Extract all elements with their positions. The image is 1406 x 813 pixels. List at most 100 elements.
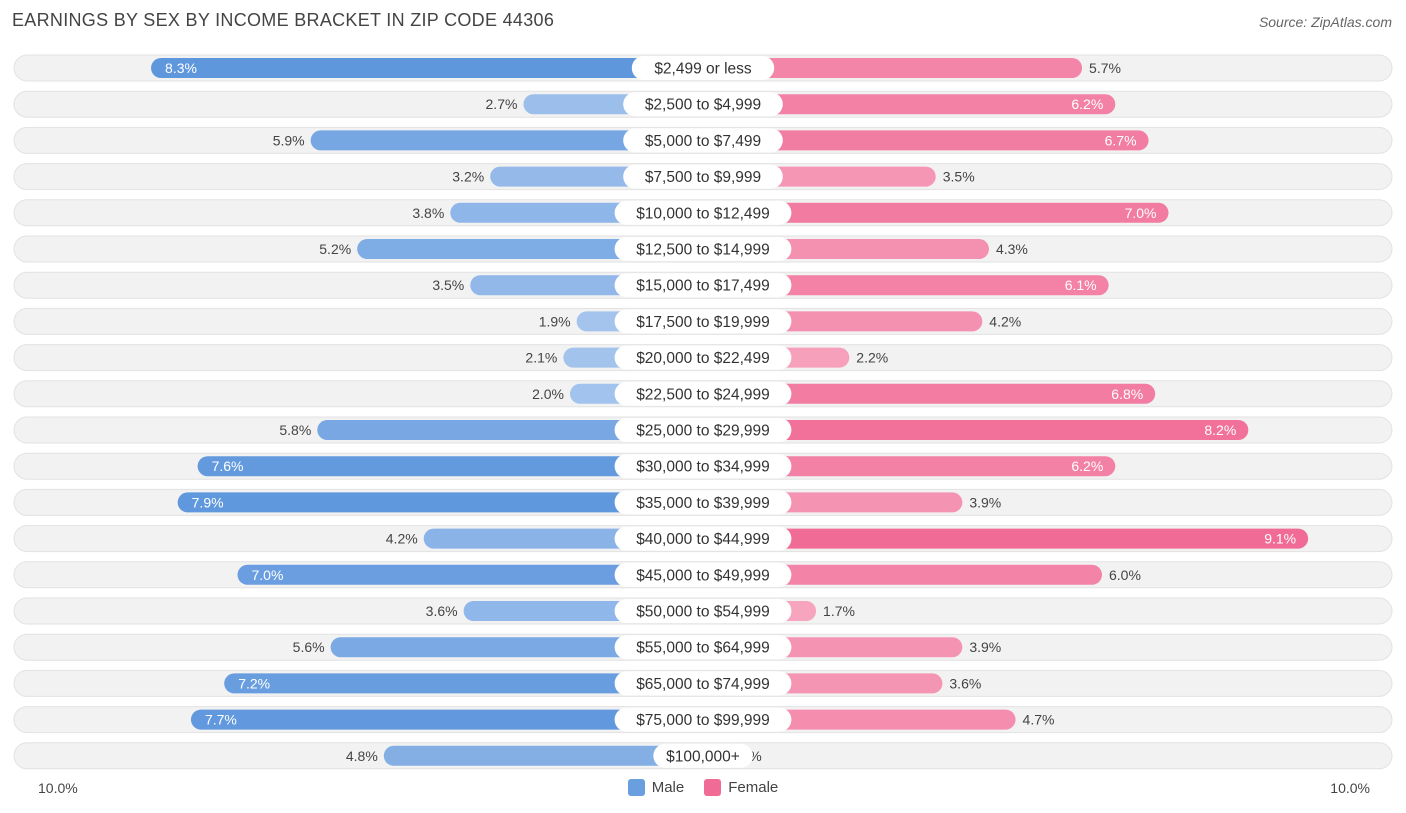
category-label: $20,000 to $22,499 bbox=[636, 350, 770, 367]
category-label: $45,000 to $49,999 bbox=[636, 567, 770, 584]
category-pill bbox=[614, 381, 792, 406]
category-label: $55,000 to $64,999 bbox=[636, 640, 770, 657]
value-label-female: 6.1% bbox=[1065, 277, 1097, 293]
category-pill bbox=[623, 92, 783, 117]
category-pill bbox=[614, 671, 792, 696]
bar-male bbox=[177, 492, 703, 513]
value-label-female: 3.9% bbox=[969, 639, 1001, 655]
category-pill bbox=[614, 418, 792, 442]
category-label: $22,500 to $24,999 bbox=[636, 386, 770, 403]
value-label-female: 4.2% bbox=[989, 313, 1021, 329]
value-label-female: 2.2% bbox=[856, 350, 888, 366]
category-label: $25,000 to $29,999 bbox=[636, 423, 770, 440]
bar-female bbox=[703, 275, 1109, 296]
bar-female bbox=[703, 564, 1102, 585]
legend: Male Female bbox=[0, 779, 1406, 796]
legend-item-male[interactable]: Male bbox=[627, 779, 685, 796]
category-pill bbox=[614, 454, 792, 479]
category-label: $12,500 to $14,999 bbox=[636, 242, 770, 259]
category-label: $15,000 to $17,499 bbox=[636, 278, 770, 295]
category-pill bbox=[614, 345, 792, 370]
bar-female bbox=[703, 383, 1156, 404]
value-label-female: 6.0% bbox=[1109, 567, 1141, 583]
value-label-female: 6.7% bbox=[1105, 132, 1137, 148]
category-label: $75,000 to $99,999 bbox=[636, 712, 770, 729]
source-note: Source: ZipAtlas.com bbox=[1258, 14, 1392, 30]
value-label-female: 5.7% bbox=[1089, 60, 1121, 76]
bar-female bbox=[703, 202, 1169, 223]
bar-male bbox=[237, 564, 703, 585]
category-pill bbox=[614, 562, 792, 587]
bar-male bbox=[197, 456, 703, 477]
value-label-male: 3.2% bbox=[452, 169, 484, 185]
value-label-female: 6.2% bbox=[1071, 458, 1103, 474]
value-label-male: 2.0% bbox=[532, 386, 564, 402]
category-label: $50,000 to $54,999 bbox=[636, 604, 770, 621]
value-label-male: 8.3% bbox=[165, 60, 197, 76]
legend-item-female[interactable]: Female bbox=[704, 779, 778, 796]
value-label-male: 5.6% bbox=[293, 639, 325, 655]
bar-female bbox=[703, 420, 1249, 440]
value-label-male: 3.6% bbox=[426, 603, 458, 619]
category-label: $65,000 to $74,999 bbox=[636, 676, 770, 693]
bar-female bbox=[703, 94, 1116, 115]
category-pill bbox=[614, 635, 792, 660]
value-label-female: 8.2% bbox=[1204, 422, 1236, 438]
chart-title: EARNINGS BY SEX BY INCOME BRACKET IN ZIP… bbox=[12, 10, 555, 30]
category-label: $30,000 to $34,999 bbox=[636, 459, 770, 476]
value-label-male: 2.1% bbox=[525, 350, 557, 366]
category-label: $100,000+ bbox=[666, 748, 740, 765]
value-label-female: 6.2% bbox=[1071, 96, 1103, 112]
category-pill bbox=[614, 200, 792, 225]
value-label-female: 3.9% bbox=[969, 494, 1001, 510]
value-label-male: 7.7% bbox=[205, 712, 237, 728]
category-label: $10,000 to $12,499 bbox=[636, 205, 770, 222]
category-pill bbox=[631, 56, 775, 80]
value-label-male: 3.8% bbox=[412, 205, 444, 221]
legend-label-male: Male bbox=[651, 779, 685, 796]
value-label-male: 4.2% bbox=[386, 531, 418, 547]
category-pill bbox=[653, 743, 753, 768]
legend-swatch-male bbox=[627, 779, 645, 796]
bar-female bbox=[703, 528, 1309, 549]
bar-male bbox=[190, 709, 703, 730]
value-label-male: 5.2% bbox=[319, 241, 351, 257]
category-pill bbox=[623, 128, 783, 153]
value-label-male: 1.9% bbox=[539, 313, 571, 329]
category-pill bbox=[614, 707, 792, 732]
value-label-male: 5.8% bbox=[279, 422, 311, 438]
value-label-female: 9.1% bbox=[1264, 531, 1296, 547]
bar-male bbox=[330, 637, 703, 658]
category-label: $7,500 to $9,999 bbox=[645, 169, 761, 186]
value-label-male: 7.2% bbox=[238, 675, 270, 691]
category-label: $17,500 to $19,999 bbox=[636, 314, 770, 331]
bar-male bbox=[383, 745, 703, 766]
bar-male bbox=[310, 130, 703, 151]
category-label: $5,000 to $7,499 bbox=[645, 133, 761, 150]
value-label-male: 7.9% bbox=[192, 494, 224, 510]
category-pill bbox=[614, 237, 792, 261]
category-pill bbox=[614, 526, 792, 551]
value-label-female: 7.0% bbox=[1125, 205, 1157, 221]
category-label: $35,000 to $39,999 bbox=[636, 495, 770, 512]
value-label-male: 4.8% bbox=[346, 748, 378, 764]
category-pill bbox=[623, 164, 783, 189]
bar-male bbox=[151, 58, 704, 78]
value-label-male: 7.6% bbox=[212, 458, 244, 474]
category-label: $2,500 to $4,999 bbox=[645, 97, 761, 114]
category-pill bbox=[614, 273, 792, 298]
value-label-female: 4.3% bbox=[996, 241, 1028, 257]
value-label-female: 1.7% bbox=[823, 603, 855, 619]
value-label-female: 3.5% bbox=[943, 169, 975, 185]
bar-female bbox=[703, 130, 1149, 151]
category-pill bbox=[614, 309, 792, 334]
bar-male bbox=[224, 673, 703, 694]
legend-swatch-female bbox=[704, 779, 722, 796]
bar-male bbox=[317, 420, 703, 440]
bar-female bbox=[703, 58, 1083, 78]
value-label-female: 6.8% bbox=[1111, 386, 1143, 402]
value-label-female: 3.6% bbox=[949, 675, 981, 691]
value-label-male: 5.9% bbox=[273, 132, 305, 148]
category-pill bbox=[614, 599, 792, 623]
